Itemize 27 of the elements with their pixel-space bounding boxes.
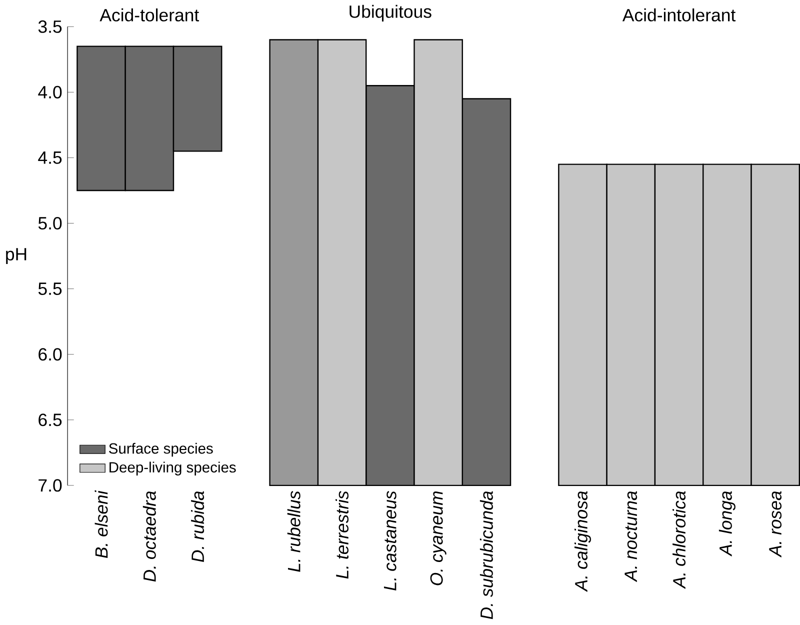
x-tick-label: L. rubellus <box>287 491 300 572</box>
y-tick-label: 6.0 <box>38 348 62 361</box>
text: Ubiquitous <box>350 5 432 22</box>
x-tick-label: A. chlorotica <box>672 491 686 590</box>
text: Acid-tolerant <box>100 8 200 22</box>
y-axis-title: pH <box>6 248 26 264</box>
legend-label: Surface species <box>109 443 213 457</box>
x-tick-label: A. rosea <box>769 491 782 558</box>
text: Acid-intolerant <box>622 8 736 22</box>
y-tick-label: 7.0 <box>38 479 62 492</box>
y-tick-label: 4.5 <box>38 152 62 164</box>
x-tick-label: A. nocturna <box>624 491 638 582</box>
x-tick-label: D. octaedra <box>142 491 156 582</box>
x-tick-label: A. longa <box>718 491 736 557</box>
y-tick-label: 3.5 <box>38 20 62 34</box>
x-tick-label: A. caliginosa <box>574 491 592 592</box>
x-tick-label: L. castaneus <box>384 491 396 591</box>
y-tick-label: 5.5 <box>38 282 62 296</box>
x-tick-label: D. subrubicunda <box>480 491 493 620</box>
x-tick-label: B. elseni <box>94 490 108 558</box>
x-tick-label: L. terrestris <box>336 491 349 579</box>
y-tick-label: 5.0 <box>38 217 62 230</box>
x-tick-label: D. rubida <box>191 491 204 562</box>
legend-label: Deep-living species <box>110 462 236 476</box>
y-tick-label: 6.5 <box>38 414 62 426</box>
x-tick-label: O. cyaneum <box>430 492 446 586</box>
y-tick-label: 4.0 <box>38 86 62 99</box>
